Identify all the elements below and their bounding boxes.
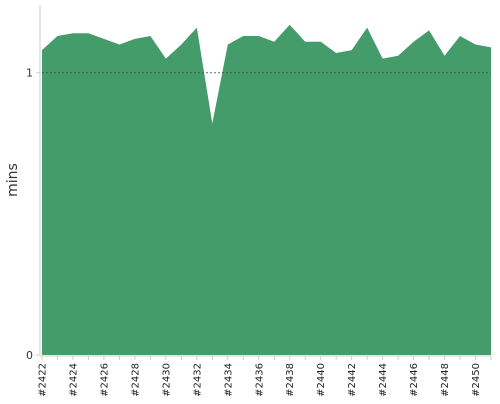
data-point [490,46,492,48]
data-point [180,43,182,45]
x-tick-label: #2442 [347,363,358,397]
data-point [103,38,105,40]
data-point [87,32,89,34]
data-point [381,57,383,59]
x-tick-label: #2428 [130,363,141,397]
data-point [350,49,352,51]
data-point [289,24,291,26]
data-point [149,35,151,37]
data-point [304,40,306,42]
x-tick-label: #2432 [192,363,203,397]
data-point [258,35,260,37]
x-tick-label: #2426 [99,363,110,397]
data-point [72,32,74,34]
data-point [134,38,136,40]
x-tick-label: #2448 [440,363,451,397]
x-tick-label: #2436 [254,363,265,397]
x-tick-label: #2434 [223,363,234,397]
data-point [211,122,213,124]
y-tick-label: 1 [26,67,33,80]
data-point [319,40,321,42]
data-point [474,43,476,45]
data-point [443,55,445,57]
x-tick-label: #2440 [316,363,327,397]
data-point [273,40,275,42]
data-point [335,52,337,54]
data-point [227,43,229,45]
y-axis-label: mins [5,163,21,197]
data-point [41,49,43,51]
plot-area [41,24,492,355]
y-tick-label: 0 [26,349,33,362]
axes: 0 1 #2422 #2424 #2426 #2428 #2430 #2432 #2434 #24… [26,5,492,397]
data-point [118,43,120,45]
x-tick-label: #2430 [161,363,172,397]
x-tick-label: #2424 [68,363,79,397]
x-tick-label: #2446 [409,363,420,397]
data-point [412,40,414,42]
data-point [56,35,58,37]
data-point [196,26,198,28]
x-tick-label: #2450 [471,363,482,397]
x-tick-label: #2438 [285,363,296,397]
data-point [242,35,244,37]
series-area [42,24,491,355]
x-tick-label: #2422 [38,363,49,397]
data-point [165,57,167,59]
data-point [428,29,430,31]
data-point [459,35,461,37]
x-tick-label: #2444 [378,363,389,397]
data-point [397,55,399,57]
data-point [366,26,368,28]
